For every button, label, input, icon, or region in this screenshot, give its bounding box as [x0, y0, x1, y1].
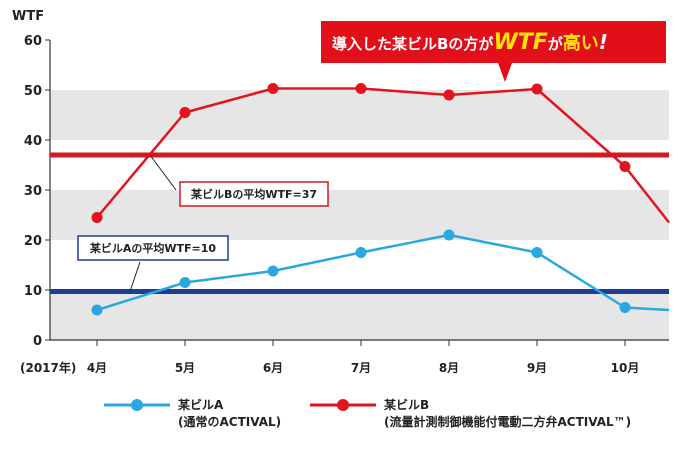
data-point: [91, 304, 103, 316]
y-tick-label: 30: [24, 184, 42, 199]
grid-band: [50, 90, 669, 140]
callout-text-end: !: [599, 30, 608, 54]
data-point: [355, 247, 367, 258]
y-tick-label: 40: [24, 134, 42, 149]
x-tick-label: 5月: [175, 361, 195, 375]
series-line: [96, 87, 670, 224]
callout: 導入した某ビルBの方がWTFが高い!: [321, 21, 666, 82]
x-axis: (2017年) 4月 5月 6月 7月 8月 9月 10月: [20, 339, 669, 375]
data-point: [355, 83, 367, 94]
data-point: [619, 161, 631, 172]
reference-label-box: [179, 181, 329, 207]
reference-label-leader: [129, 261, 141, 292]
callout-text: 導入した某ビルBの方がWTFが高い!: [332, 30, 608, 55]
y-axis-label: WTF: [12, 9, 44, 24]
x-tick-label: 8月: [439, 361, 459, 375]
data-point: [179, 277, 191, 288]
callout-text-high: 高い: [563, 32, 599, 54]
y-tick-label: 10: [24, 284, 42, 299]
y-tick-label: 50: [24, 84, 42, 99]
reference-labels: 某ビルBの平均WTF=37 某ビルAの平均WTF=10: [77, 154, 329, 292]
data-point: [267, 83, 279, 94]
x-tick-label: 7月: [351, 361, 371, 375]
reference-label-box: [77, 235, 229, 261]
data-point: [179, 107, 191, 118]
data-point: [531, 83, 543, 95]
reference-label: 某ビルAの平均WTF=10: [89, 241, 217, 255]
grid-band: [50, 190, 669, 240]
series-line: [96, 233, 670, 312]
y-tick-label: 60: [24, 34, 42, 49]
grid-bands: [50, 40, 669, 340]
reference-label-leader: [149, 154, 177, 191]
data-point: [91, 212, 103, 223]
data-point: [531, 247, 543, 258]
x-tick-label: 6月: [263, 361, 283, 375]
year-label: (2017年): [20, 360, 76, 375]
x-tick-label: 9月: [527, 361, 547, 375]
x-tick-label: 10月: [611, 361, 640, 375]
data-point: [267, 265, 279, 277]
data-point: [443, 89, 455, 101]
data-point: [443, 229, 455, 241]
y-axis: 0 10 20 30 40 50 60: [24, 34, 51, 349]
callout-box: [321, 21, 666, 82]
callout-text-wtf: WTF: [493, 30, 547, 55]
grid-band: [50, 290, 669, 340]
callout-text-mid: が: [548, 35, 564, 53]
data-point: [619, 302, 631, 313]
series-group: [91, 83, 670, 316]
y-tick-label: 0: [33, 334, 42, 349]
grid-band: [50, 140, 669, 190]
callout-text-before: 導入した某ビルBの方が: [332, 35, 494, 53]
x-tick-label: 4月: [87, 361, 107, 375]
reference-label: 某ビルBの平均WTF=37: [190, 187, 317, 201]
y-tick-label: 20: [24, 234, 42, 249]
